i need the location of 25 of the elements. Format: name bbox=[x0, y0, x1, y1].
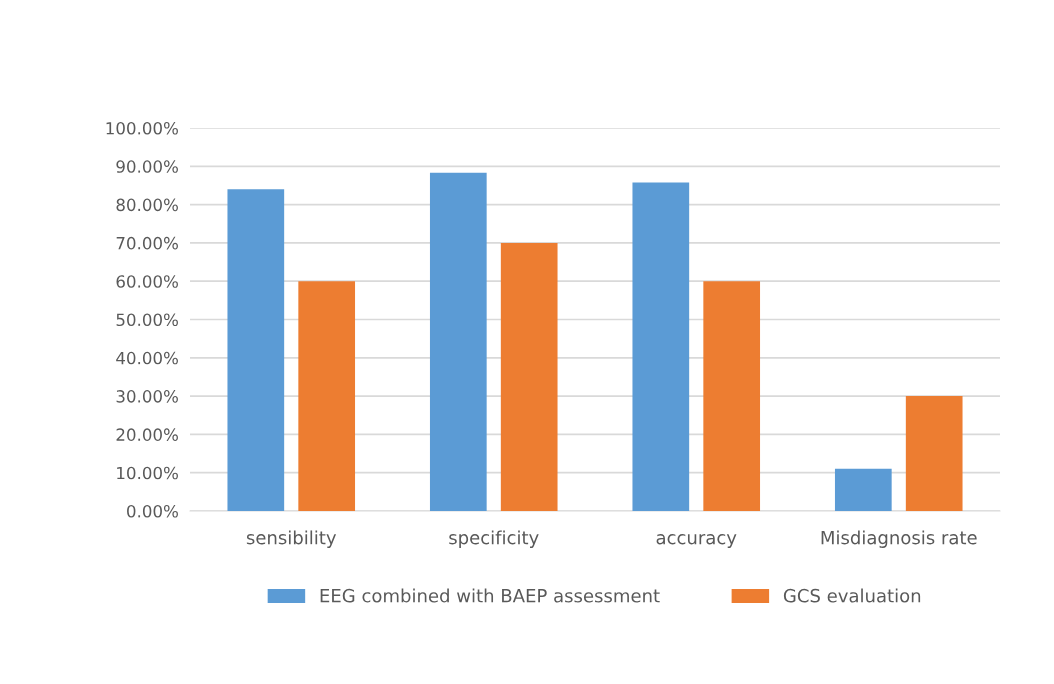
y-tick-label: 100.00% bbox=[106, 121, 178, 135]
y-tick-label: 0.00% bbox=[127, 504, 178, 518]
bar bbox=[703, 281, 761, 511]
bar bbox=[227, 189, 285, 511]
y-tick-label: 80.00% bbox=[116, 198, 178, 212]
x-tick-label: accuracy bbox=[656, 534, 737, 548]
y-tick-label: 40.00% bbox=[116, 351, 178, 365]
bar bbox=[905, 396, 963, 511]
y-tick-label: 30.00% bbox=[116, 390, 178, 403]
bar bbox=[834, 468, 892, 511]
legend-label: EEG combined with BAEP assessment bbox=[320, 588, 660, 603]
x-tick-label: specificity bbox=[449, 530, 539, 548]
y-tick-label: 70.00% bbox=[116, 236, 178, 250]
y-tick-label: 60.00% bbox=[116, 275, 178, 288]
y-tick-label: 90.00% bbox=[116, 160, 178, 173]
bar bbox=[500, 242, 558, 511]
x-tick-label: sensibility bbox=[246, 530, 337, 548]
y-tick-label: 50.00% bbox=[116, 313, 178, 327]
x-tick-label: Misdiagnosis rate bbox=[821, 530, 977, 548]
bar bbox=[298, 281, 356, 511]
y-tick-label: 10.00% bbox=[117, 466, 178, 480]
bar bbox=[429, 172, 487, 511]
legend-label: GCS evaluation bbox=[783, 588, 921, 603]
bar bbox=[632, 182, 690, 511]
y-tick-label: 20.00% bbox=[116, 428, 178, 441]
